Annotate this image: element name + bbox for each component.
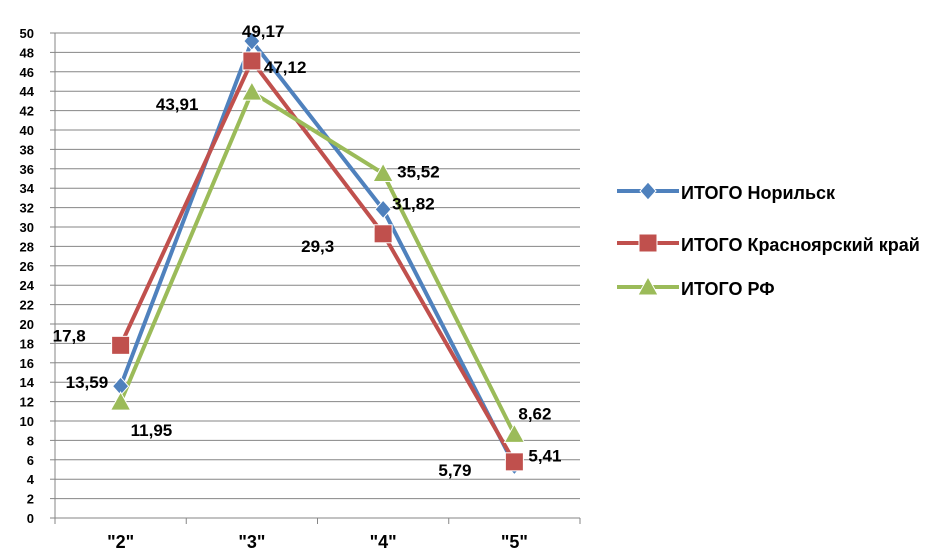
y-tick-label: 18: [20, 336, 34, 351]
series-line-2: [118, 90, 517, 436]
data-point-marker: [373, 224, 393, 244]
legend-label-norilsk: ИТОГО Норильск: [681, 183, 836, 203]
y-tick-label: 20: [20, 317, 34, 332]
y-tick-label: 48: [20, 45, 34, 60]
x-axis-tick-labels: "2" "3" "4" "5": [107, 532, 528, 552]
data-label: 31,82: [392, 194, 435, 213]
y-tick-label: 32: [20, 201, 34, 216]
x-tick-label: "3": [238, 532, 265, 552]
data-point-marker: [243, 31, 261, 51]
y-tick-label: 12: [20, 395, 34, 410]
y-tick-label: 28: [20, 239, 34, 254]
series-lines: [118, 39, 517, 467]
y-tick-label: 22: [20, 298, 34, 313]
data-point-marker: [372, 162, 394, 182]
y-tick-label: 30: [20, 220, 34, 235]
data-point-marker: [241, 81, 263, 101]
x-tick-label: "4": [370, 532, 397, 552]
legend-item-rf: ИТОГО РФ: [617, 274, 922, 304]
y-tick-label: 46: [20, 65, 34, 80]
x-tick-label: "2": [107, 532, 134, 552]
legend-label-rf: ИТОГО РФ: [681, 279, 775, 299]
series-markers: [109, 31, 526, 476]
data-labels: 13,59 49,17 31,82 5,41 17,8 47,12 29,3 5,79 11,9…: [53, 22, 562, 480]
data-label: 13,59: [66, 373, 109, 392]
data-label: 29,3: [301, 237, 334, 256]
data-label: 49,17: [242, 22, 285, 41]
legend-item-krasnoyarsk: ИТОГО Красноярский край: [617, 230, 922, 260]
data-point-marker: [109, 391, 132, 411]
y-tick-label: 38: [20, 142, 34, 157]
y-tick-label: 0: [27, 511, 34, 526]
data-point-marker: [111, 335, 131, 355]
y-tick-label: 16: [20, 356, 34, 371]
legend-label-krasnoyarsk: ИТОГО Красноярский край: [681, 235, 920, 255]
data-label: 35,52: [397, 162, 440, 181]
y-tick-label: 14: [20, 375, 35, 390]
x-tick-label: "5": [501, 532, 528, 552]
y-tick-label: 34: [20, 181, 35, 196]
series-line-1: [118, 58, 517, 463]
y-tick-label: 42: [20, 104, 34, 119]
gridlines: [50, 32, 580, 519]
data-label: 43,91: [156, 95, 199, 114]
y-tick-label: 44: [20, 84, 35, 99]
data-label: 47,12: [264, 58, 307, 77]
data-point-marker: [242, 51, 262, 71]
legend-marker: [638, 233, 658, 253]
y-tick-label: 26: [20, 259, 34, 274]
data-label: 8,62: [518, 404, 551, 423]
data-point-marker: [503, 423, 526, 443]
y-axis-tick-labels: 0246810121416182022242628303234363840424…: [20, 26, 35, 526]
legend-swatch-norilsk: [617, 181, 679, 201]
legend-marker: [637, 275, 659, 296]
data-label: 5,41: [528, 447, 561, 466]
axes: [54, 33, 581, 524]
legend: ИТОГО Норильск ИТОГО Красноярский край И…: [617, 178, 922, 326]
series-line-0: [118, 39, 517, 467]
legend-item-norilsk: ИТОГО Норильск: [617, 178, 922, 208]
data-label: 11,95: [131, 421, 173, 440]
y-tick-label: 24: [20, 278, 35, 293]
legend-swatch-krasnoyarsk: [617, 233, 679, 253]
y-tick-label: 10: [20, 414, 34, 429]
legend-marker: [639, 181, 657, 201]
y-tick-label: 6: [27, 453, 34, 468]
data-label: 17,8: [53, 326, 86, 345]
data-point-marker: [504, 452, 524, 472]
data-point-marker: [374, 199, 392, 220]
y-tick-label: 36: [20, 162, 34, 177]
data-label: 5,79: [438, 461, 471, 480]
y-tick-label: 4: [27, 472, 35, 487]
y-tick-label: 40: [20, 123, 34, 138]
y-tick-label: 8: [27, 433, 34, 448]
y-tick-label: 2: [27, 492, 34, 507]
y-tick-label: 50: [20, 26, 34, 41]
legend-swatch-rf: [617, 275, 679, 296]
